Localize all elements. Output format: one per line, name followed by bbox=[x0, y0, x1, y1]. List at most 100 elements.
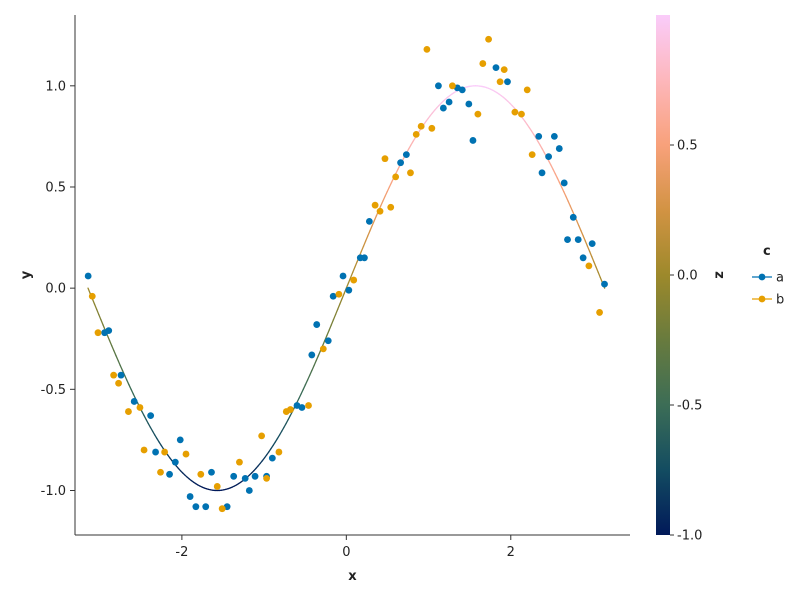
point-a bbox=[570, 214, 577, 221]
curve-segment bbox=[129, 385, 131, 390]
curve-segment bbox=[348, 278, 350, 283]
curve-segment bbox=[114, 351, 116, 356]
point-b bbox=[183, 451, 190, 458]
curve-segment bbox=[318, 351, 320, 356]
point-b bbox=[137, 404, 144, 411]
y-tick-label: -1.0 bbox=[41, 484, 66, 499]
curve-segment bbox=[327, 330, 329, 335]
curve-segment bbox=[570, 206, 572, 211]
curve-segment bbox=[107, 335, 109, 340]
point-b bbox=[585, 262, 592, 269]
curve-segment bbox=[131, 389, 133, 394]
point-a bbox=[403, 151, 410, 158]
point-a bbox=[208, 469, 215, 476]
curve-segment bbox=[579, 226, 581, 231]
curve-segment bbox=[555, 174, 557, 178]
curve-segment bbox=[590, 251, 592, 256]
curve-segment bbox=[118, 361, 120, 366]
legend-item-a[interactable]: a bbox=[752, 271, 784, 286]
curve-segment bbox=[312, 366, 314, 371]
point-b bbox=[413, 131, 420, 138]
point-b bbox=[214, 483, 221, 490]
point-b bbox=[197, 471, 204, 478]
point-a bbox=[551, 133, 558, 140]
colorbar-tick-label: 0.5 bbox=[677, 139, 698, 154]
point-a bbox=[575, 236, 582, 243]
point-b bbox=[219, 505, 226, 512]
point-a bbox=[539, 169, 546, 176]
curve-segment bbox=[299, 394, 301, 398]
curve-segment bbox=[288, 415, 290, 419]
point-a bbox=[118, 372, 125, 379]
point-b bbox=[305, 402, 312, 409]
curve-segment bbox=[396, 169, 398, 173]
point-a bbox=[246, 487, 253, 494]
curve-segment bbox=[97, 309, 99, 314]
curve-segment bbox=[301, 389, 303, 394]
point-b bbox=[424, 46, 431, 53]
curve-segment bbox=[592, 257, 594, 262]
curve-segment bbox=[566, 196, 568, 201]
point-b bbox=[95, 329, 102, 336]
point-a bbox=[147, 412, 154, 419]
curve-segment bbox=[308, 375, 310, 380]
curve-segment bbox=[333, 315, 335, 320]
point-b bbox=[485, 36, 492, 43]
curve-segment bbox=[594, 262, 596, 267]
curve-segment bbox=[120, 366, 122, 371]
curve-segment bbox=[351, 272, 353, 277]
point-b bbox=[236, 459, 243, 466]
point-b bbox=[276, 449, 283, 456]
y-tick-label: -0.5 bbox=[41, 383, 66, 398]
point-a bbox=[580, 254, 587, 261]
point-a bbox=[202, 503, 209, 510]
point-a bbox=[535, 133, 542, 140]
point-b bbox=[418, 123, 425, 130]
curve-segment bbox=[146, 420, 148, 424]
point-a bbox=[564, 236, 571, 243]
point-a bbox=[545, 153, 552, 160]
point-b bbox=[428, 125, 435, 132]
curve-segment bbox=[568, 201, 570, 206]
curve-segment bbox=[336, 309, 338, 314]
curve-segment bbox=[587, 246, 589, 251]
curve-segment bbox=[94, 304, 96, 309]
colorbar-gradient bbox=[656, 15, 670, 535]
curve-segment bbox=[553, 169, 555, 173]
curve-segment bbox=[88, 288, 90, 293]
point-a bbox=[242, 475, 249, 482]
curve-segment bbox=[540, 145, 542, 149]
legend[interactable]: cab bbox=[752, 244, 784, 308]
curve-segment bbox=[342, 293, 344, 298]
curve-segment bbox=[585, 241, 587, 246]
point-b bbox=[529, 151, 536, 158]
curve-segment bbox=[562, 187, 564, 192]
colorbar: -1.0-0.50.00.5z bbox=[656, 15, 727, 544]
point-b bbox=[407, 169, 414, 176]
point-a bbox=[397, 159, 404, 166]
point-b bbox=[501, 66, 508, 73]
curve-segment bbox=[383, 196, 385, 201]
point-b bbox=[372, 202, 379, 209]
legend-label: b bbox=[776, 293, 784, 308]
point-b bbox=[89, 293, 96, 300]
legend-label: a bbox=[776, 271, 784, 286]
curve-segment bbox=[598, 272, 600, 277]
curve-segment bbox=[331, 320, 333, 325]
curve-segment bbox=[583, 236, 585, 241]
curve-segment bbox=[368, 231, 370, 236]
point-b bbox=[115, 380, 122, 387]
point-b bbox=[258, 432, 265, 439]
legend-item-b[interactable]: b bbox=[752, 293, 784, 308]
curve-segment bbox=[551, 165, 553, 169]
point-a bbox=[589, 240, 596, 247]
point-a bbox=[230, 473, 237, 480]
point-b bbox=[350, 277, 357, 284]
curve-segment bbox=[101, 320, 103, 325]
curve-segment bbox=[116, 356, 118, 361]
y-tick-label: 1.0 bbox=[45, 79, 66, 94]
point-b bbox=[287, 406, 294, 413]
point-b bbox=[596, 309, 603, 316]
legend-title: c bbox=[763, 244, 771, 259]
